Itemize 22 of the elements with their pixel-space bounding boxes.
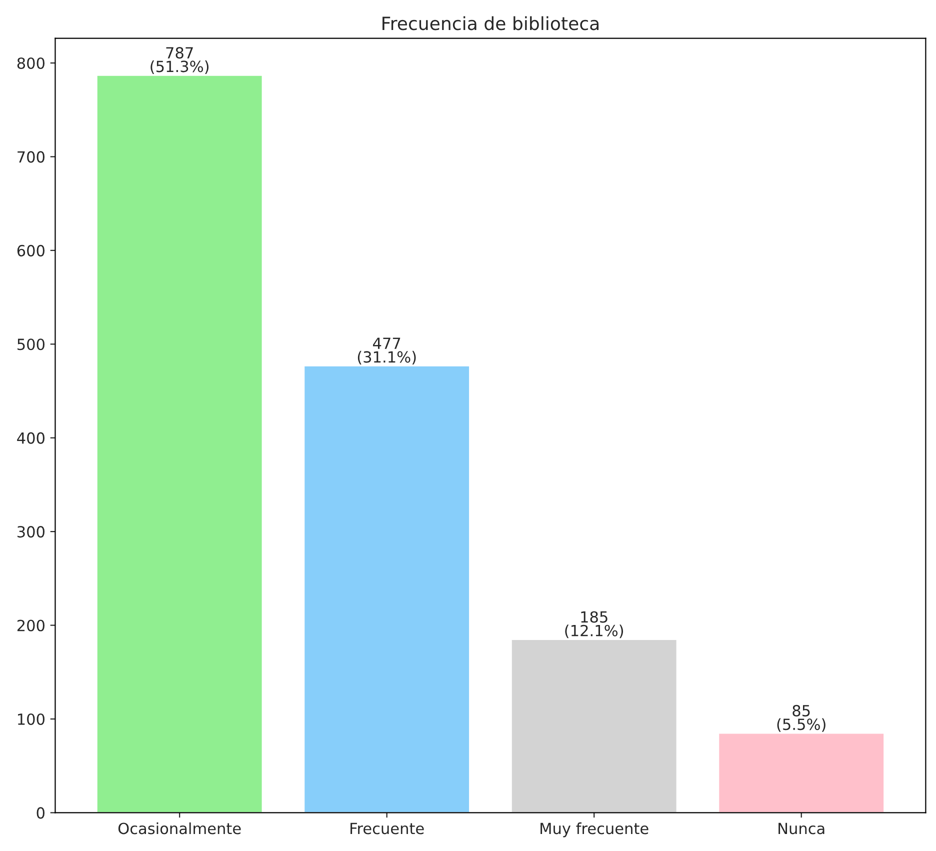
bar bbox=[303, 364, 470, 813]
x-tick-label: Nunca bbox=[778, 822, 824, 834]
y-tick-label: 200 bbox=[17, 620, 44, 632]
data-label: 787 (51.3%) bbox=[150, 47, 208, 74]
y-tick-label: 300 bbox=[18, 526, 44, 538]
x-tick-label: Muy frecuente bbox=[540, 822, 648, 838]
y-tick-label: 600 bbox=[17, 244, 44, 256]
chart-title: Frecuencia de biblioteca bbox=[382, 16, 599, 30]
bar bbox=[718, 732, 885, 813]
y-tick-label: 500 bbox=[18, 338, 44, 350]
y-tick-label: 700 bbox=[18, 151, 44, 163]
data-label: 185 (12.1%) bbox=[565, 611, 624, 638]
y-tick-label: 0 bbox=[36, 807, 44, 819]
bar bbox=[96, 74, 264, 813]
y-tick-label: 400 bbox=[17, 432, 44, 444]
x-tick-label: Frecuente bbox=[350, 822, 424, 834]
data-label: 477 (31.1%) bbox=[358, 338, 416, 365]
x-tick-label: Ocasionalmente bbox=[118, 822, 241, 834]
y-tick-label: 100 bbox=[18, 713, 44, 726]
data-label: 85 (5.5%) bbox=[777, 704, 826, 732]
bar bbox=[510, 638, 678, 813]
y-tick-label: 800 bbox=[17, 57, 44, 70]
